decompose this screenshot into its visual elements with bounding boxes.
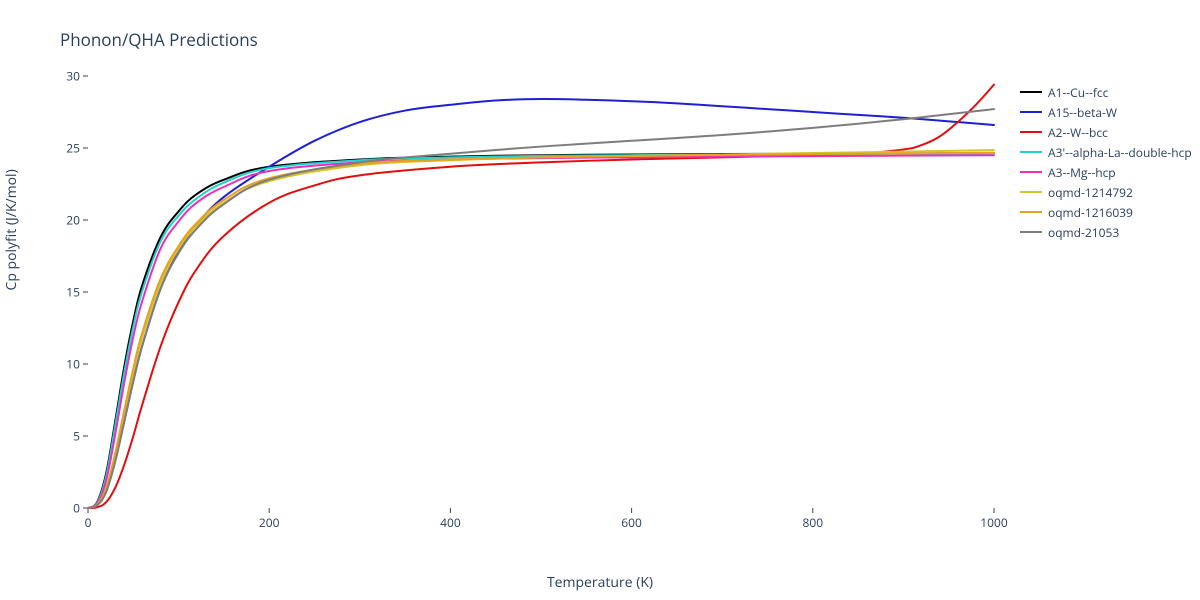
y-tick-label: 15 [66, 284, 80, 301]
chart-title: Phonon/QHA Predictions [60, 28, 258, 51]
chart-container: Phonon/QHA Predictions Cp polyfit (J/K/m… [0, 0, 1200, 600]
series-line[interactable] [88, 155, 994, 508]
legend-item[interactable]: A3'--alpha-La--double-hcp [1020, 142, 1192, 162]
legend-label: oqmd-1216039 [1048, 204, 1133, 221]
x-tick-label: 1000 [980, 514, 1007, 531]
legend-label: oqmd-21053 [1048, 224, 1119, 241]
series-line[interactable] [88, 99, 994, 508]
y-tick-label: 0 [73, 500, 80, 517]
legend-swatch [1020, 151, 1042, 153]
x-tick-label: 600 [621, 514, 642, 531]
legend-swatch [1020, 211, 1042, 213]
legend-label: A3'--alpha-La--double-hcp [1048, 144, 1192, 161]
legend-item[interactable]: A15--beta-W [1020, 102, 1192, 122]
legend-swatch [1020, 191, 1042, 193]
y-tick-label: 20 [66, 212, 80, 229]
legend-swatch [1020, 91, 1042, 93]
legend-swatch [1020, 231, 1042, 233]
x-tick-label: 200 [259, 514, 280, 531]
legend-swatch [1020, 111, 1042, 113]
series-line[interactable] [88, 85, 994, 508]
plot-area [60, 70, 1000, 530]
legend-label: A15--beta-W [1048, 104, 1117, 121]
legend[interactable]: A1--Cu--fcc A15--beta-W A2--W--bcc A3'--alp… [1020, 82, 1192, 242]
y-tick-label: 25 [66, 140, 80, 157]
x-axis-label: Temperature (K) [0, 573, 1200, 592]
legend-item[interactable]: oqmd-21053 [1020, 222, 1192, 242]
legend-swatch [1020, 171, 1042, 173]
plot-svg [60, 70, 1000, 530]
x-tick-label: 0 [85, 514, 92, 531]
legend-item[interactable]: A3--Mg--hcp [1020, 162, 1192, 182]
series-line[interactable] [88, 153, 994, 508]
series-line[interactable] [88, 109, 994, 508]
x-tick-label: 800 [803, 514, 824, 531]
x-tick-label: 400 [440, 514, 461, 531]
legend-label: oqmd-1214792 [1048, 184, 1133, 201]
legend-item[interactable]: A1--Cu--fcc [1020, 82, 1192, 102]
series-line[interactable] [88, 153, 994, 508]
legend-swatch [1020, 131, 1042, 133]
legend-label: A3--Mg--hcp [1048, 164, 1116, 181]
y-tick-label: 30 [66, 68, 80, 85]
legend-item[interactable]: oqmd-1214792 [1020, 182, 1192, 202]
series-line[interactable] [88, 153, 994, 508]
legend-item[interactable]: oqmd-1216039 [1020, 202, 1192, 222]
legend-label: A1--Cu--fcc [1048, 84, 1108, 101]
y-tick-label: 5 [73, 428, 80, 445]
legend-item[interactable]: A2--W--bcc [1020, 122, 1192, 142]
y-axis-label: Cp polyfit (J/K/mol) [2, 169, 21, 290]
legend-label: A2--W--bcc [1048, 124, 1108, 141]
y-tick-label: 10 [66, 356, 80, 373]
